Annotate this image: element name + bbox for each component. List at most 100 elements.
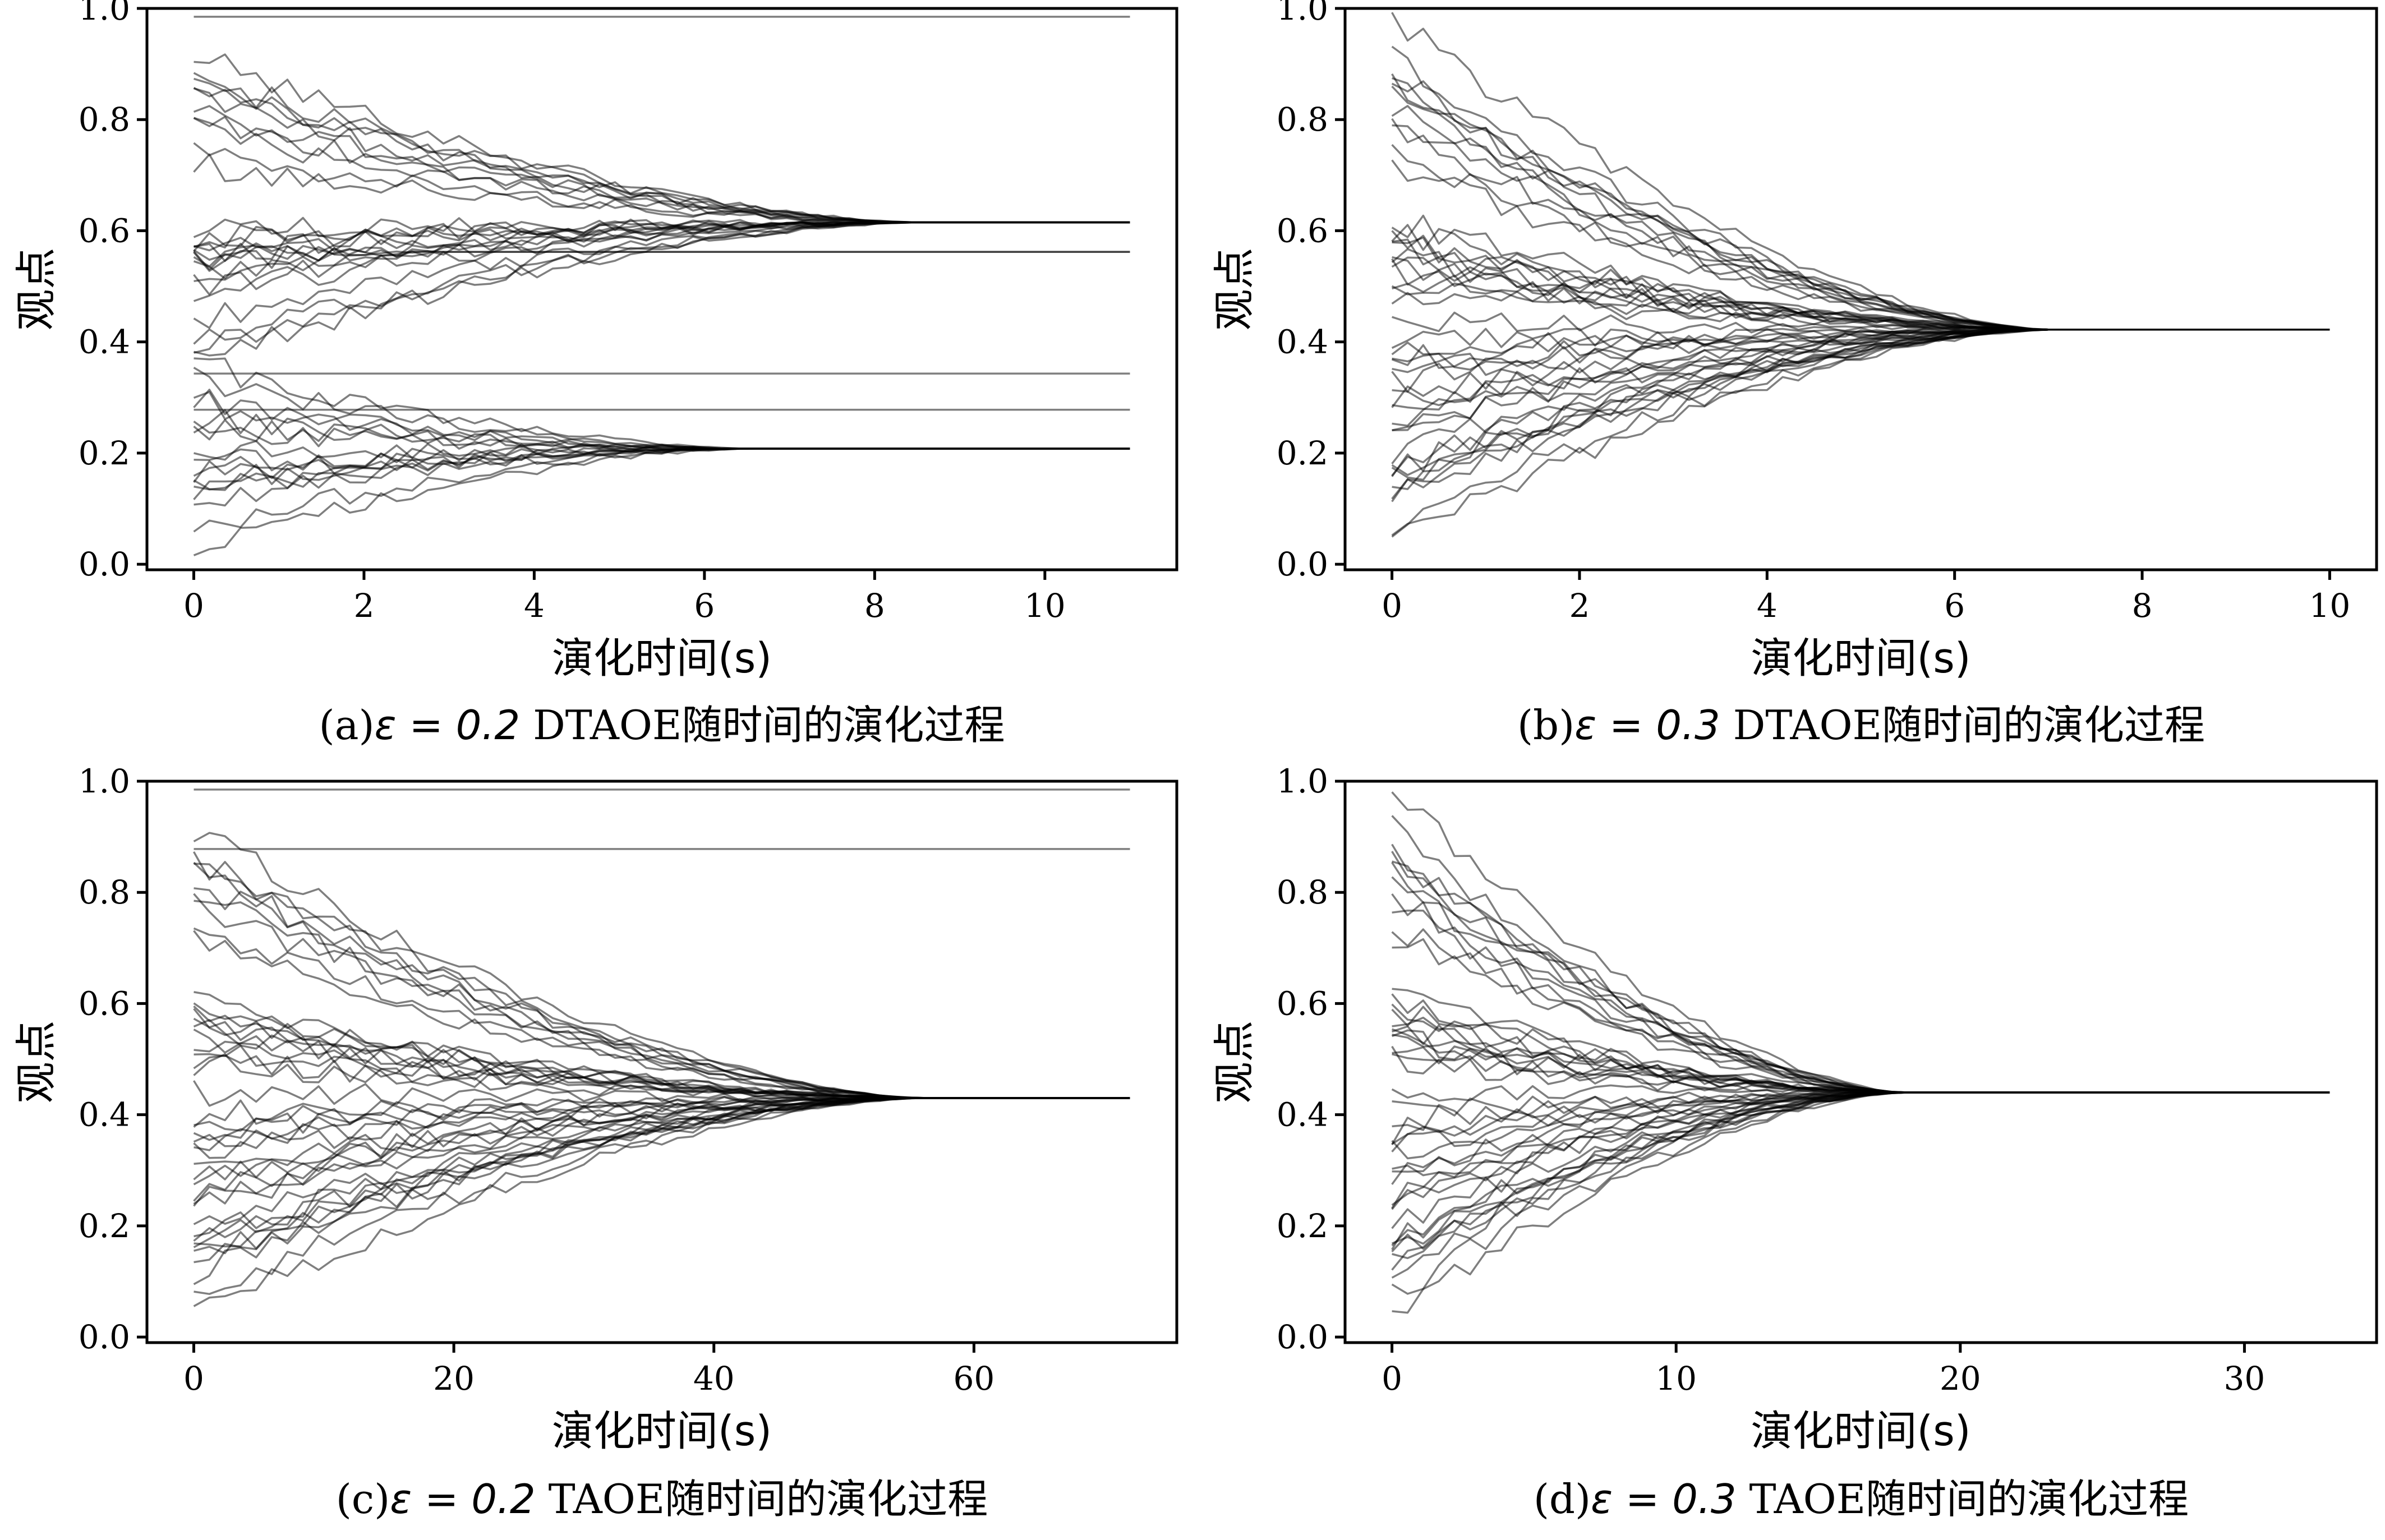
series-line-8 [1392,909,2330,1094]
y-axis-label: 观点 [12,1021,61,1104]
series-line-44 [193,1097,1130,1307]
series-line-1 [1391,815,2330,1094]
series-line-9 [193,927,1130,1099]
x-tick-label: 30 [2224,1359,2266,1398]
series-line-34 [1391,1091,2330,1209]
series-line-44 [1391,1091,2330,1295]
x-axis-label: 演化时间(s) [552,1407,772,1455]
y-tick-label: 0.0 [1277,545,1328,583]
x-tick-label: 6 [1944,587,1965,625]
y-tick-label: 1.0 [1277,762,1328,800]
x-tick-label: 4 [1757,587,1778,625]
x-tick-label: 6 [694,587,715,625]
series-line-45 [193,448,1130,533]
x-tick-label: 20 [433,1359,475,1398]
panel-caption: (b)ε = 0.3 DTAOE随时间的演化过程 [1517,702,2205,749]
y-tick-label: 0.0 [79,1318,130,1356]
panel-caption: (c)ε = 0.2 TAOE随时间的演化过程 [336,1476,988,1523]
x-tick-label: 0 [1382,587,1402,625]
y-tick-label: 0.8 [79,873,130,911]
y-tick-label: 0.4 [79,323,130,361]
series-line-9 [193,142,1130,224]
y-axis-label: 观点 [1210,1021,1259,1104]
y-tick-label: 0.0 [79,545,130,583]
series-line-15 [193,1017,1130,1099]
x-tick-label: 2 [353,587,374,625]
series-line-13 [1391,1006,2330,1094]
y-tick-label: 0.6 [1277,984,1328,1022]
series-line-9 [1391,928,2330,1094]
x-tick-label: 8 [864,587,885,625]
y-tick-label: 0.6 [1277,211,1328,250]
series-line-23 [193,221,1130,345]
series-line-35 [1391,1091,2330,1210]
series-line-43 [193,448,1130,491]
series-line-1 [194,53,1130,224]
series-line-14 [1391,1003,2330,1094]
series-line-12 [1391,993,2330,1094]
x-axis-label: 演化时间(s) [1751,1407,1970,1455]
series-lines [1391,12,2330,538]
y-tick-label: 0.2 [1277,434,1328,472]
x-tick-label: 10 [1655,1359,1697,1398]
x-tick-label: 0 [183,587,204,625]
series-line-16 [193,1019,1130,1099]
series-line-29 [1391,1091,2330,1160]
x-tick-label: 20 [1940,1359,1981,1398]
chart-panel-d: 0 10 20 30 0.0 0.2 0.4 0.6 0.8 1.0 演化时间(s) 观点 (d)ε =… [1210,762,2378,1523]
x-tick-label: 0 [183,1359,204,1398]
series-line-42 [1391,1091,2330,1271]
y-axis-label: 观点 [12,248,61,331]
series-line-26 [1391,1091,2330,1145]
series-line-42 [1391,329,2330,502]
plot-frame [1343,780,2378,1344]
plot-frame [145,780,1178,1344]
series-line-31 [1392,329,2330,407]
y-tick-label: 0.4 [1277,1096,1328,1134]
series-line-24 [194,221,1130,354]
y-tick-label: 0.2 [79,1207,130,1245]
x-tick-label: 60 [953,1359,994,1398]
y-tick-label: 1.0 [79,0,130,27]
series-line-45 [1391,329,2330,536]
chart-panel-b: 0 2 4 6 8 10 0.0 0.2 0.4 0.6 0.8 1.0 演化时间(s) 观点 (b)ε =… [1210,0,2378,749]
panel-caption: (d)ε = 0.3 TAOE随时间的演化过程 [1534,1476,2189,1523]
series-line-25 [1392,1091,2330,1131]
series-line-36 [1391,329,2330,464]
x-tick-label: 4 [524,587,545,625]
series-line-27 [193,245,1130,271]
y-tick-label: 0.8 [79,100,130,139]
series-line-45 [1392,1091,2330,1314]
chart-panel-c: 0 20 40 60 0.0 0.2 0.4 0.6 0.8 1.0 演化时间(s) 观点 (c)ε =… [12,762,1178,1523]
series-line-33 [1391,1091,2330,1206]
y-tick-label: 1.0 [79,762,130,800]
y-axis-label: 观点 [1210,248,1259,331]
series-line-12 [1391,224,2330,331]
panel-caption: (a)ε = 0.2 DTAOE随时间的演化过程 [319,702,1005,749]
series-line-7 [193,116,1130,224]
y-tick-label: 0.8 [1277,100,1328,139]
x-tick-label: 10 [2309,587,2351,625]
series-line-20 [193,221,1130,296]
plot-frame [1343,7,2378,571]
x-tick-label: 40 [693,1359,735,1398]
series-line-30 [194,357,1130,450]
series-line-31 [193,366,1130,450]
x-tick-label: 2 [1569,587,1590,625]
series-line-3 [193,72,1130,224]
series-line-10 [1391,159,2330,331]
x-axis-label: 演化时间(s) [1751,634,1970,683]
series-line-25 [194,221,1130,357]
x-axis-label: 演化时间(s) [552,634,772,683]
series-line-46 [193,448,1130,556]
series-lines [193,16,1130,556]
series-lines [1391,791,2330,1314]
y-tick-label: 0.2 [1277,1207,1328,1245]
y-tick-label: 0.8 [1277,873,1328,911]
series-line-2 [193,832,1130,1099]
series-line-28 [1391,1091,2330,1152]
series-line-30 [1392,1091,2330,1173]
series-line-6 [193,105,1130,224]
y-tick-label: 0.6 [79,984,130,1022]
